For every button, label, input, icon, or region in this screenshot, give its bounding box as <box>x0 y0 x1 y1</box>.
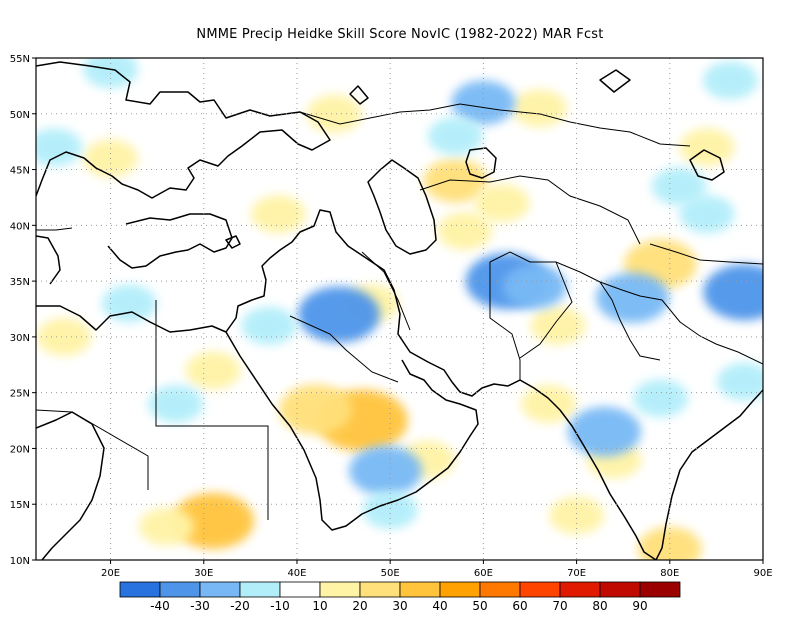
skill-region <box>427 117 483 156</box>
colorbar-label: 70 <box>552 599 567 613</box>
colorbar-label: 30 <box>392 599 407 613</box>
skill-region <box>716 362 763 401</box>
skill-region <box>596 272 670 323</box>
colorbar-label: -20 <box>230 599 250 613</box>
grid-lines <box>36 58 763 560</box>
colorbar-label: 20 <box>352 599 367 613</box>
skill-region <box>679 195 735 234</box>
skill-region <box>451 80 516 125</box>
colorbar-swatch <box>519 581 561 598</box>
skill-region <box>250 195 306 234</box>
colorbar-label: 40 <box>432 599 447 613</box>
lat-tick-label: 40N <box>10 221 30 232</box>
colorbar-swatch <box>239 581 281 598</box>
skill-region <box>474 184 530 223</box>
lon-tick-label: 60E <box>474 568 493 579</box>
skill-region <box>138 507 194 546</box>
skill-region <box>148 384 204 423</box>
skill-region <box>703 264 763 321</box>
colorbar-swatch <box>359 581 401 598</box>
colorbar-swatch <box>639 581 681 598</box>
lat-tick-label: 30N <box>10 333 30 344</box>
lon-tick-label: 40E <box>287 568 306 579</box>
skill-region <box>279 384 353 435</box>
skill-region <box>632 379 688 418</box>
lat-tick-label: 50N <box>10 110 30 121</box>
colorbar-swatch <box>159 581 201 598</box>
colorbar-label: -30 <box>190 599 210 613</box>
lat-tick-label: 10N <box>10 556 30 567</box>
chart-title: NMME Precip Heidke Skill Score NovIC (19… <box>196 27 604 42</box>
skill-region <box>349 445 423 496</box>
skill-region <box>362 490 418 529</box>
colorbar-swatch <box>319 581 361 598</box>
colorbar: -40 -30 -20 -10 10 20 30 40 50 60 70 80 90 <box>119 581 681 613</box>
colorbar-label: 50 <box>472 599 487 613</box>
colorbar-swatch <box>479 581 521 598</box>
skill-region <box>651 167 707 206</box>
skill-region <box>36 128 83 167</box>
colorbar-swatch <box>119 581 161 598</box>
coastlines <box>36 61 763 560</box>
colorbar-label: 10 <box>312 599 327 613</box>
lat-tick-label: 20N <box>10 444 30 455</box>
lat-tick-label: 15N <box>10 500 30 511</box>
lon-tick-label: 80E <box>660 568 679 579</box>
skill-region <box>679 128 735 167</box>
lon-tick-label: 20E <box>101 568 120 579</box>
lon-tick-label: 50E <box>381 568 400 579</box>
colorbar-label: -40 <box>150 599 170 613</box>
lon-tick-label: 70E <box>567 568 586 579</box>
skill-region <box>172 492 255 549</box>
skill-region <box>568 406 642 457</box>
lat-tick-label: 35N <box>10 277 30 288</box>
colorbar-swatch <box>559 581 601 598</box>
plot-frame <box>35 57 764 561</box>
colorbar-label: 80 <box>592 599 607 613</box>
colorbar-swatch <box>279 581 321 598</box>
skill-region <box>511 89 567 128</box>
skill-region <box>702 61 758 100</box>
lon-tick-label: 30E <box>194 568 213 579</box>
lon-tick-label: 90E <box>753 568 772 579</box>
colorbar-label: -10 <box>270 599 290 613</box>
skill-region <box>241 306 297 345</box>
political-borders <box>36 103 763 520</box>
lat-tick-label: 25N <box>10 389 30 400</box>
skill-region <box>502 264 567 309</box>
skill-region <box>36 317 92 356</box>
skill-region <box>549 496 605 535</box>
skill-region <box>437 211 493 250</box>
skill-shading <box>36 58 763 560</box>
colorbar-swatch <box>599 581 641 598</box>
axis-labels: 55N 50N 45N 40N 35N 30N 25N 20N 15N 10N 20E 30E 40E 5… <box>10 54 773 579</box>
colorbar-swatch <box>439 581 481 598</box>
skill-region <box>101 284 157 323</box>
skill-region <box>530 306 586 345</box>
colorbar-label: 90 <box>632 599 647 613</box>
colorbar-swatch <box>199 581 241 598</box>
skill-region <box>306 94 362 133</box>
skill-region <box>297 286 380 343</box>
lat-tick-label: 55N <box>10 54 30 65</box>
skill-region <box>521 384 577 423</box>
skill-region <box>185 351 241 390</box>
colorbar-swatch <box>399 581 441 598</box>
colorbar-label: 60 <box>512 599 527 613</box>
lat-tick-label: 45N <box>10 166 30 177</box>
